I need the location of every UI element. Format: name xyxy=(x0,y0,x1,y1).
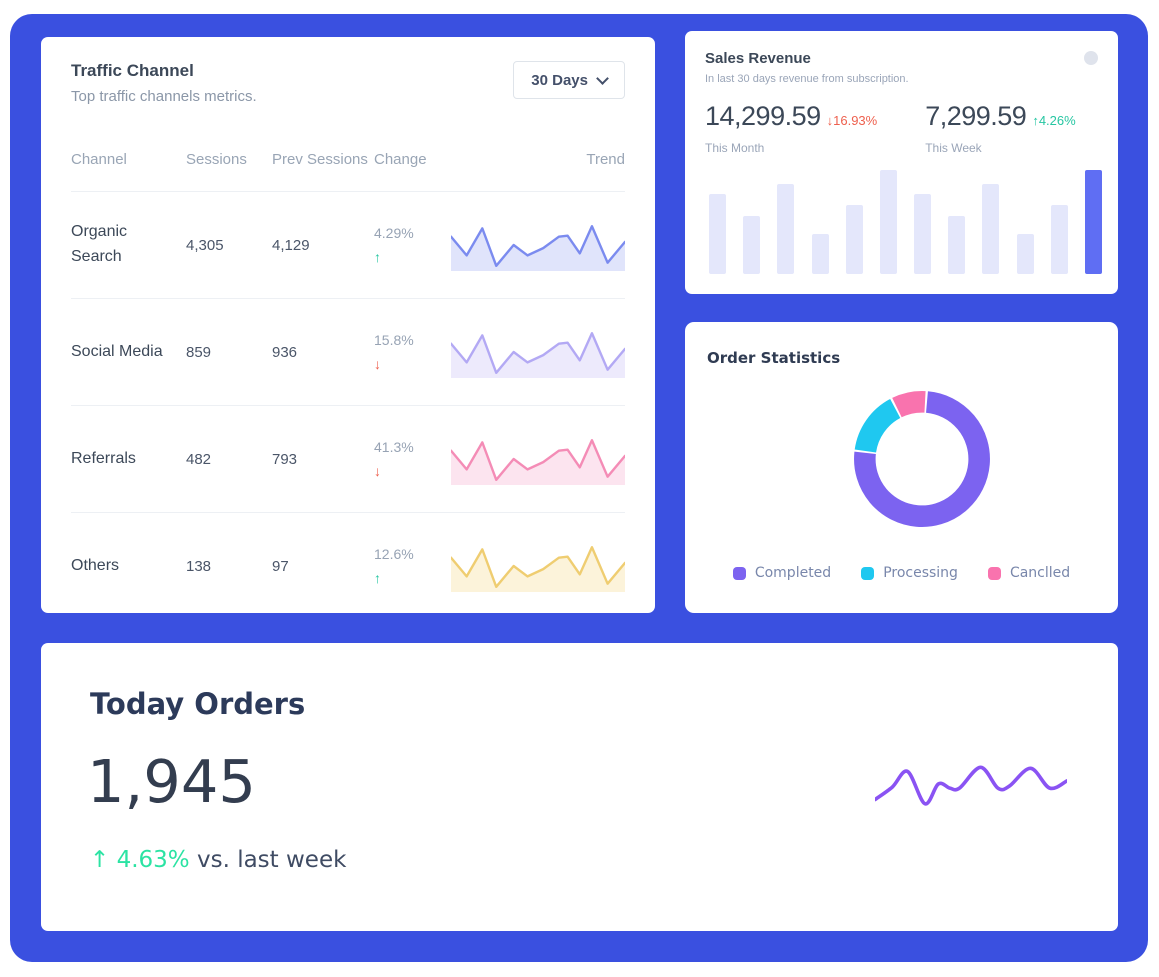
chevron-down-icon xyxy=(596,71,609,85)
period-dropdown-button[interactable]: 30 Days xyxy=(513,61,625,99)
sales-stats: 14,299.59 ↓16.93% This Month 7,299.59 ↑4.2… xyxy=(685,85,1118,155)
table-row: Social Media 859 936 15.8% ↓ xyxy=(71,298,625,405)
cancelled-swatch-icon xyxy=(987,566,1001,580)
month-revenue-value: 14,299.59 xyxy=(705,101,821,131)
channel-name: Organic Search xyxy=(71,223,128,265)
change-percent: 41.3% xyxy=(374,438,414,455)
table-row: Others 138 97 12.6% ↑ xyxy=(71,512,625,619)
revenue-bar xyxy=(1050,205,1068,274)
trend-arrow-icon: ↑ xyxy=(374,249,381,265)
help-icon[interactable] xyxy=(1084,51,1098,65)
orders-count: 1,945 xyxy=(87,747,256,816)
order-statistics-card: Order Statistics Completed Processing Ca… xyxy=(685,322,1118,613)
sessions-value: 4,305 xyxy=(186,236,224,254)
channel-name: Referrals xyxy=(71,449,136,467)
channel-name: Others xyxy=(71,556,120,574)
sessions-value: 138 xyxy=(186,557,212,575)
revenue-bar xyxy=(982,183,1000,274)
change-percent: 12.6% xyxy=(374,545,414,562)
donut-segment-canclled xyxy=(854,391,990,527)
revenue-bar xyxy=(777,183,795,274)
sales-revenue-header: Sales Revenue In last 30 days revenue fr… xyxy=(685,31,1118,85)
legend-item-completed[interactable]: Completed xyxy=(732,565,831,581)
col-trend: Trend xyxy=(586,151,625,169)
col-sessions: Sessions xyxy=(186,151,247,169)
processing-swatch-icon xyxy=(861,566,875,580)
revenue-bar-chart xyxy=(709,170,1102,274)
revenue-bar xyxy=(743,215,761,274)
orders-delta-suffix: vs. last week xyxy=(196,847,347,873)
up-arrow-icon: ↑ xyxy=(90,847,110,873)
legend-item-processing[interactable]: Processing xyxy=(861,565,958,581)
orders-sparkline xyxy=(875,759,1067,811)
sessions-value: 859 xyxy=(186,343,212,361)
revenue-bar xyxy=(879,170,897,274)
card-subtitle: Top traffic channels metrics. xyxy=(71,88,257,105)
prev-sessions-value: 793 xyxy=(272,450,298,468)
month-stat-label: This Month xyxy=(705,141,765,155)
revenue-bar xyxy=(845,205,863,274)
change-cell: 12.6% ↑ xyxy=(374,542,451,591)
completed-swatch-icon xyxy=(732,566,746,580)
sparkline-path xyxy=(875,767,1067,804)
revenue-bar xyxy=(709,193,726,274)
prev-sessions-value: 936 xyxy=(272,343,298,361)
col-channel: Channel xyxy=(71,151,127,169)
card-title: Order Statistics xyxy=(707,349,841,367)
week-delta: ↑4.26% xyxy=(1032,113,1076,128)
trend-arrow-icon: ↑ xyxy=(374,570,381,586)
trend-sparkline xyxy=(451,540,625,592)
month-delta: ↓16.93% xyxy=(826,113,878,128)
card-subtitle: In last 30 days revenue from subscriptio… xyxy=(705,73,909,85)
revenue-bar xyxy=(811,234,829,274)
trend-sparkline xyxy=(451,219,625,271)
change-cell: 15.8% ↓ xyxy=(374,328,451,377)
revenue-bar xyxy=(948,215,966,274)
change-cell: 4.29% ↑ xyxy=(374,221,451,270)
trend-sparkline xyxy=(451,433,625,485)
prev-sessions-value: 4,129 xyxy=(272,236,310,254)
table-row: Referrals 482 793 41.3% ↓ xyxy=(71,405,625,512)
col-change: Change xyxy=(374,151,427,169)
table-header: Channel Sessions Prev Sessions Change Tr… xyxy=(71,129,625,191)
revenue-bar xyxy=(914,193,932,274)
revenue-bar xyxy=(1016,234,1034,274)
card-title: Traffic Channel xyxy=(71,61,194,80)
week-revenue-value: 7,299.59 xyxy=(925,101,1027,131)
change-percent: 4.29% xyxy=(374,224,414,241)
orders-delta-line: ↑ 4.63% vs. last week xyxy=(90,847,346,873)
down-arrow-icon: ↓ xyxy=(826,113,834,128)
orders-delta: ↑ 4.63% xyxy=(90,847,190,873)
card-title: Sales Revenue xyxy=(705,50,811,67)
period-label: 30 Days xyxy=(531,71,588,89)
traffic-channel-header: Traffic Channel Top traffic channels met… xyxy=(71,37,625,105)
traffic-channel-card: Traffic Channel Top traffic channels met… xyxy=(41,37,655,613)
col-prev-sessions: Prev Sessions xyxy=(272,151,368,169)
month-stat: 14,299.59 ↓16.93% This Month xyxy=(705,101,877,155)
legend-item-cancelled[interactable]: Canclled xyxy=(987,565,1070,581)
revenue-bar xyxy=(1084,170,1102,274)
table-row: Organic Search 4,305 4,129 4.29% ↑ xyxy=(71,191,625,298)
trend-sparkline xyxy=(451,326,625,378)
change-cell: 41.3% ↓ xyxy=(374,435,451,484)
prev-sessions-value: 97 xyxy=(272,557,289,575)
order-donut-chart xyxy=(854,391,990,527)
sales-revenue-card: Sales Revenue In last 30 days revenue fr… xyxy=(685,31,1118,294)
week-stat: 7,299.59 ↑4.26% This Week xyxy=(925,101,1075,155)
change-percent: 15.8% xyxy=(374,331,414,348)
donut-legend: Completed Processing Canclled xyxy=(685,565,1118,581)
trend-arrow-icon: ↓ xyxy=(374,356,381,372)
card-title: Today Orders xyxy=(90,687,306,721)
week-stat-label: This Week xyxy=(925,141,982,155)
channel-name: Social Media xyxy=(71,342,163,360)
today-orders-card: Today Orders 1,945 ↑ 4.63% vs. last week xyxy=(41,643,1118,931)
up-arrow-icon: ↑ xyxy=(1032,113,1039,128)
sessions-value: 482 xyxy=(186,450,212,468)
trend-arrow-icon: ↓ xyxy=(374,463,381,479)
